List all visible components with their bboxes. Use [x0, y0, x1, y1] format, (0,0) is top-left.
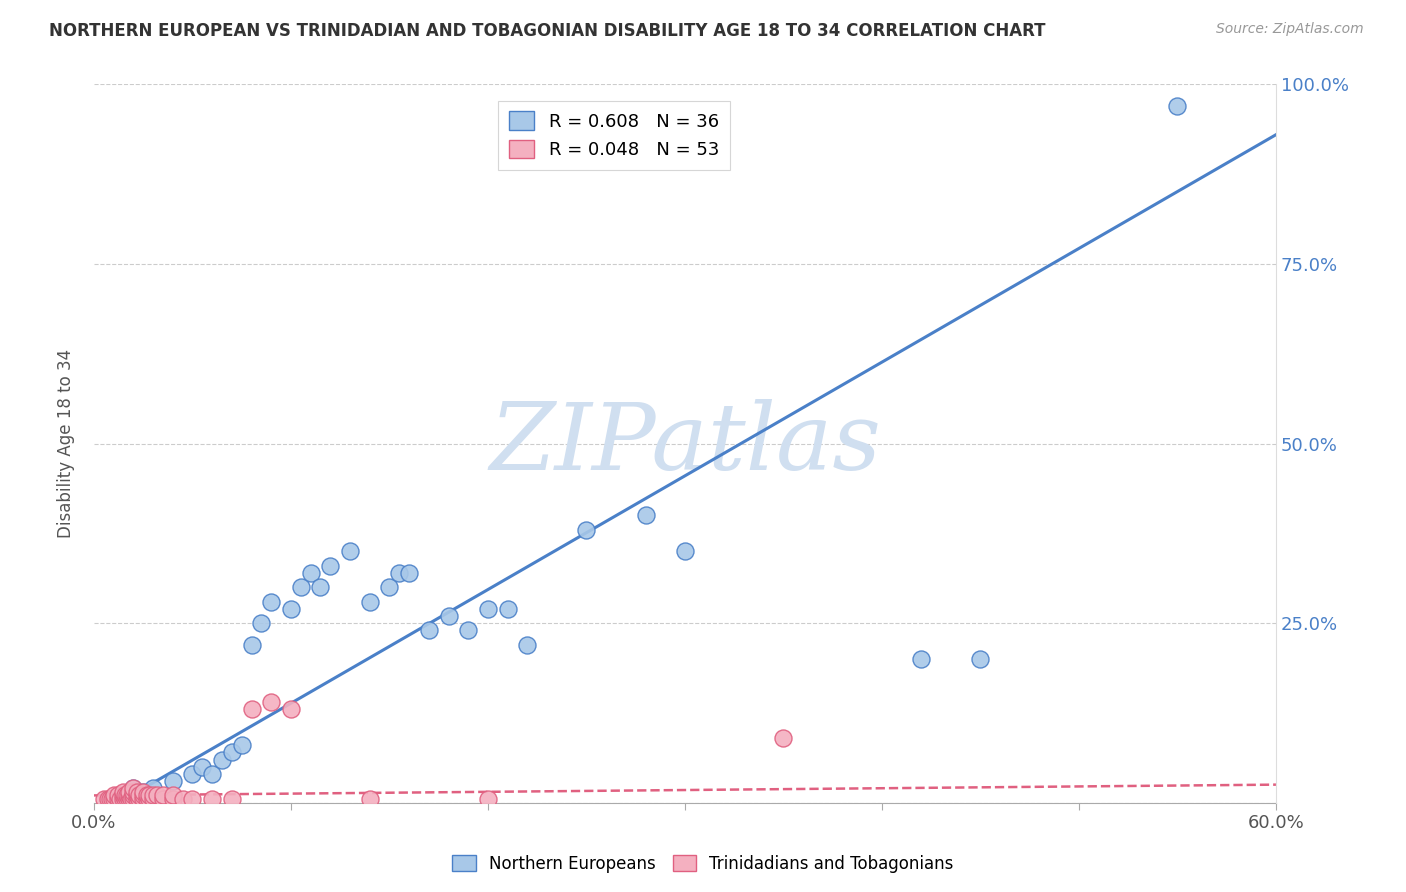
Point [162, 774, 184, 789]
Point [122, 792, 145, 806]
Point [221, 792, 243, 806]
Point [280, 702, 302, 716]
Point [240, 702, 263, 716]
Point [477, 792, 499, 806]
Point [107, 789, 129, 803]
Text: Source: ZipAtlas.com: Source: ZipAtlas.com [1216, 22, 1364, 37]
Point [162, 789, 184, 803]
Point [457, 624, 479, 638]
Point [127, 792, 149, 806]
Point [437, 608, 460, 623]
Point [112, 789, 135, 803]
Text: NORTHERN EUROPEAN VS TRINIDADIAN AND TOBAGONIAN DISABILITY AGE 18 TO 34 CORRELAT: NORTHERN EUROPEAN VS TRINIDADIAN AND TOB… [49, 22, 1046, 40]
Point [181, 767, 204, 781]
Point [240, 638, 263, 652]
Point [359, 792, 381, 806]
Point [673, 544, 696, 558]
Point [122, 785, 145, 799]
Point [152, 792, 174, 806]
Point [152, 789, 174, 803]
Point [388, 566, 411, 580]
Point [103, 789, 125, 803]
Point [418, 624, 440, 638]
Point [181, 792, 204, 806]
Point [477, 601, 499, 615]
Legend: Northern Europeans, Trinidadians and Tobagonians: Northern Europeans, Trinidadians and Tob… [446, 848, 960, 880]
Point [128, 792, 150, 806]
Point [128, 789, 150, 803]
Point [172, 792, 194, 806]
Point [309, 580, 332, 594]
Point [162, 792, 184, 806]
Point [118, 785, 141, 799]
Legend: R = 0.608   N = 36, R = 0.048   N = 53: R = 0.608 N = 36, R = 0.048 N = 53 [498, 101, 730, 170]
Point [280, 601, 302, 615]
Point [138, 792, 160, 806]
Point [496, 601, 519, 615]
Point [910, 652, 932, 666]
Point [114, 792, 136, 806]
Point [136, 789, 159, 803]
Point [339, 544, 361, 558]
Point [127, 789, 149, 803]
Point [398, 566, 420, 580]
Point [516, 638, 538, 652]
Point [260, 594, 283, 608]
Text: ZIPatlas: ZIPatlas [489, 399, 882, 489]
Point [122, 781, 145, 796]
Point [122, 781, 145, 796]
Point [112, 785, 135, 799]
Point [634, 508, 657, 523]
Point [146, 789, 169, 803]
Point [97, 792, 120, 806]
Point [142, 789, 165, 803]
Point [103, 792, 125, 806]
Point [132, 785, 155, 799]
Point [575, 523, 598, 537]
Point [132, 789, 155, 803]
Point [117, 792, 139, 806]
Point [138, 789, 160, 803]
Point [201, 767, 224, 781]
Point [290, 580, 312, 594]
Point [114, 789, 136, 803]
Point [108, 792, 131, 806]
Point [136, 792, 159, 806]
Point [120, 792, 142, 806]
Point [100, 792, 122, 806]
Point [132, 785, 155, 799]
Point [112, 789, 135, 803]
Point [142, 781, 165, 796]
Point [142, 792, 165, 806]
Point [772, 731, 794, 745]
Point [98, 792, 121, 806]
Point [221, 745, 243, 759]
Y-axis label: Disability Age 18 to 34: Disability Age 18 to 34 [58, 349, 75, 538]
Point [250, 615, 273, 630]
Point [260, 695, 283, 709]
Point [117, 789, 139, 803]
Point [969, 652, 991, 666]
Point [359, 594, 381, 608]
Point [299, 566, 322, 580]
Point [132, 792, 155, 806]
Point [118, 789, 141, 803]
Point [107, 792, 129, 806]
Point [231, 738, 253, 752]
Point [112, 792, 135, 806]
Point [127, 785, 149, 799]
Point [118, 792, 141, 806]
Point [191, 760, 214, 774]
Point [211, 752, 233, 766]
Point [319, 558, 342, 573]
Point [1166, 99, 1188, 113]
Point [378, 580, 401, 594]
Point [122, 789, 145, 803]
Point [93, 792, 115, 806]
Point [201, 792, 224, 806]
